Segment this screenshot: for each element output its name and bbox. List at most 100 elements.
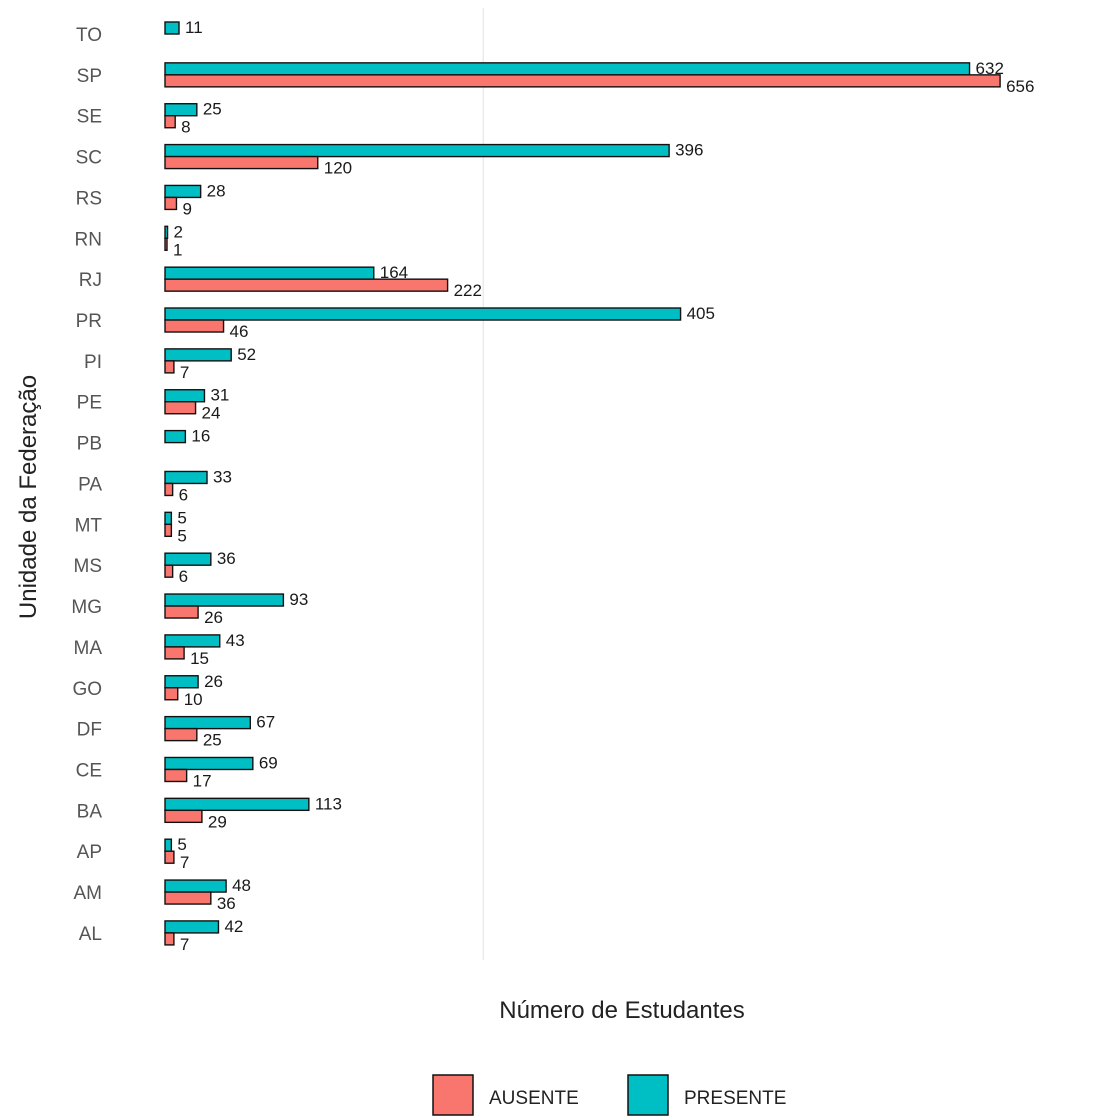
data-label-ausente: 8 — [181, 118, 190, 137]
bar-ausente — [164, 482, 174, 497]
bar-ausente — [164, 809, 203, 824]
data-label-presente: 25 — [203, 100, 222, 119]
category-label: CE — [76, 760, 102, 781]
bars — [164, 21, 1001, 946]
bar-ausente — [164, 237, 168, 252]
bar-presente — [164, 389, 206, 403]
bar-ausente — [164, 360, 175, 374]
data-label-presente: 2 — [174, 222, 183, 241]
bar-ausente — [164, 319, 225, 333]
bar-ausente — [164, 401, 197, 415]
bar-presente — [164, 511, 173, 526]
category-label: SP — [77, 66, 102, 87]
bar-presente — [164, 21, 180, 35]
bar-presente — [164, 675, 199, 689]
data-label-ausente: 6 — [179, 567, 188, 586]
bar-ausente — [164, 523, 173, 538]
data-label-ausente: 656 — [1006, 77, 1034, 96]
category-label: MG — [71, 597, 102, 618]
category-label: BA — [77, 801, 103, 822]
bar-ausente — [164, 196, 178, 211]
bar-presente — [164, 307, 682, 321]
category-label: MT — [75, 515, 103, 536]
data-label-presente: 5 — [177, 508, 186, 527]
category-label: TO — [76, 25, 102, 46]
legend: AUSENTE PRESENTE — [432, 1074, 786, 1116]
bar-presente — [164, 797, 310, 812]
data-label-presente: 48 — [232, 876, 251, 895]
data-label-presente: 5 — [177, 835, 186, 854]
data-label-ausente: 120 — [324, 159, 352, 178]
category-label: MA — [74, 638, 103, 659]
category-label: SE — [77, 107, 102, 128]
data-label-ausente: 25 — [203, 731, 222, 750]
bar-ausente — [164, 155, 319, 170]
data-label-ausente: 26 — [204, 608, 223, 627]
category-label: AL — [79, 924, 102, 945]
bar-presente — [164, 143, 670, 158]
data-label-ausente: 1 — [173, 240, 182, 259]
legend-label-ausente: AUSENTE — [489, 1088, 579, 1109]
category-label: PA — [78, 474, 102, 495]
legend-key-presente — [627, 1074, 669, 1116]
bar-presente — [164, 184, 202, 199]
data-label-presente: 93 — [289, 590, 308, 609]
category-label: RN — [75, 229, 102, 250]
bar-ausente — [164, 74, 1001, 88]
data-label-presente: 31 — [210, 386, 229, 405]
data-label-presente: 28 — [207, 181, 226, 200]
bar-presente — [164, 838, 173, 852]
data-label-ausente: 7 — [180, 853, 189, 872]
data-label-presente: 36 — [217, 549, 236, 568]
category-label: MS — [74, 556, 103, 577]
data-label-ausente: 29 — [208, 812, 227, 831]
data-label-presente: 396 — [675, 141, 703, 160]
category-label: DF — [77, 720, 102, 741]
data-label-presente: 69 — [259, 753, 278, 772]
bar-ausente — [164, 115, 176, 129]
data-label-presente: 33 — [213, 467, 232, 486]
bar-presente — [164, 266, 375, 280]
category-label: PB — [77, 434, 102, 455]
data-label-presente: 43 — [226, 631, 245, 650]
data-label-ausente: 36 — [217, 894, 236, 913]
data-label-presente: 26 — [204, 672, 223, 691]
bar-presente — [164, 225, 169, 240]
bar-presente — [164, 429, 187, 444]
data-label-ausente: 9 — [182, 199, 191, 218]
data-label-presente: 52 — [237, 345, 256, 364]
data-label-presente: 164 — [380, 263, 408, 282]
bar-presente — [164, 470, 208, 485]
data-label-ausente: 10 — [184, 690, 203, 709]
bar-presente — [164, 552, 212, 566]
bar-ausente — [164, 727, 198, 742]
data-labels: 1163265625839612028921164222405465273124… — [173, 18, 1034, 954]
data-label-presente: 113 — [315, 794, 342, 813]
category-label: GO — [72, 679, 102, 700]
category-label: SC — [76, 148, 102, 169]
bar-presente — [164, 62, 971, 76]
bar-ausente — [164, 646, 185, 660]
legend-key-ausente — [432, 1074, 474, 1116]
category-label: AP — [77, 842, 102, 863]
bar-presente — [164, 593, 285, 607]
bar-presente — [164, 715, 251, 730]
category-label: PR — [76, 311, 102, 332]
bar-presente — [164, 920, 220, 934]
bar-ausente — [164, 891, 212, 905]
data-label-presente: 16 — [191, 427, 210, 446]
bar-ausente — [164, 932, 175, 946]
category-label: RS — [76, 188, 102, 209]
category-labels: TO SP SE SC RS RN RJ PR PI PE PB PA MT MS MG MA GO DF CE BA… — [71, 25, 102, 945]
category-label: PE — [77, 393, 102, 414]
x-axis-title: Número de Estudantes — [499, 997, 744, 1024]
data-label-ausente: 5 — [177, 526, 186, 545]
bar-presente — [164, 634, 221, 648]
data-label-ausente: 17 — [193, 771, 212, 790]
data-label-ausente: 7 — [180, 935, 189, 954]
data-label-ausente: 7 — [180, 363, 189, 382]
legend-label-presente: PRESENTE — [684, 1088, 786, 1109]
data-label-presente: 405 — [687, 304, 715, 323]
bar-ausente — [164, 564, 174, 578]
